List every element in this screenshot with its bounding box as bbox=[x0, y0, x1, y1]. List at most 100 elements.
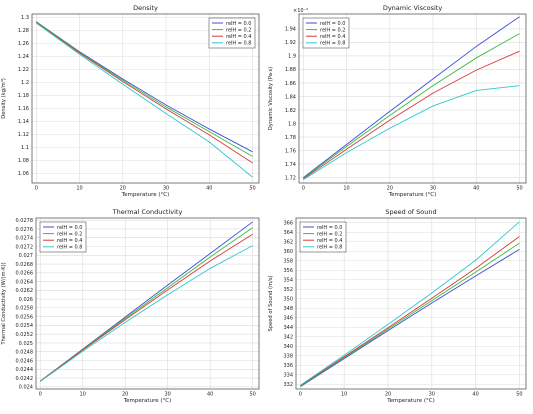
y-tick-label: 0.025 bbox=[19, 341, 33, 347]
y-tick-label: 342 bbox=[283, 335, 293, 341]
y-tick-label: 1.16 bbox=[18, 106, 29, 112]
legend-label: relH = 0.2 bbox=[317, 231, 343, 237]
y-tick-label: 0.0272 bbox=[16, 244, 34, 250]
y-tick-label: 0.024 bbox=[19, 385, 33, 391]
y-tick-label: 0.0244 bbox=[16, 367, 34, 373]
y-tick-label: 0.0278 bbox=[16, 218, 34, 224]
y-tick-label: 360 bbox=[283, 249, 293, 255]
y-tick-label: 1.86 bbox=[285, 81, 296, 87]
x-tick-label: 30 bbox=[163, 186, 169, 192]
y-tick-label: 1.72 bbox=[285, 175, 296, 181]
x-tick-label: 30 bbox=[430, 186, 436, 192]
chart-svg: Thermal Conductivity 0.024 0.0242 0.0244 0.0… bbox=[1, 208, 260, 404]
plot-frame bbox=[295, 217, 527, 390]
y-tick-label: 1.22 bbox=[18, 67, 29, 73]
x-axis-label: Temperature (°C) bbox=[388, 192, 436, 198]
legend-label: relH = 0.0 bbox=[57, 225, 83, 231]
chart-title: Speed of Sound bbox=[385, 208, 436, 216]
y-tick-label: 338 bbox=[283, 354, 293, 360]
y-tick-label: 1.14 bbox=[18, 119, 29, 125]
x-tick-label: 50 bbox=[249, 392, 255, 398]
y-tick-label: 0.0274 bbox=[16, 236, 34, 242]
density-chart-panel: Density 1.06 1.08 1.1 1.12 1.14 1.16 1.18 1.2 1.2… bbox=[0, 0, 266, 205]
series-line bbox=[303, 50, 520, 180]
viscosity-chart-panel: Dynamic Viscosity 1.72 1.74 1.76 1.78 1.8 1.82… bbox=[267, 0, 533, 205]
y-tick-label: 332 bbox=[283, 382, 293, 388]
y-tick-label: 344 bbox=[283, 325, 293, 331]
x-tick-label: 0 bbox=[299, 392, 302, 398]
chart-title: Dynamic Viscosity bbox=[383, 4, 443, 12]
y-tick-label: 0.0258 bbox=[16, 306, 34, 312]
series-line bbox=[300, 242, 520, 387]
y-tick-label: 0.0252 bbox=[16, 332, 34, 338]
y-tick-label: 340 bbox=[283, 344, 293, 350]
legend-label: relH = 0.8 bbox=[226, 41, 252, 47]
legend-label: relH = 0.0 bbox=[320, 21, 346, 27]
chart-svg: Dynamic Viscosity 1.72 1.74 1.76 1.78 1.8 1.82… bbox=[268, 4, 527, 198]
y-tick-label: 1.12 bbox=[18, 132, 29, 138]
series-line bbox=[300, 221, 520, 386]
legend-label: relH = 0.4 bbox=[226, 34, 252, 40]
x-tick-label: 40 bbox=[473, 186, 479, 192]
chart-title: Density bbox=[133, 4, 158, 12]
x-tick-label: 50 bbox=[249, 186, 255, 192]
series-line bbox=[303, 16, 520, 178]
y-axis-label: Speed of Sound (m/s) bbox=[268, 275, 274, 331]
y-tick-label: 362 bbox=[283, 240, 293, 246]
y-tick-label: 1.92 bbox=[285, 40, 296, 46]
x-tick-label: 50 bbox=[516, 392, 522, 398]
chart-svg: Density 1.06 1.08 1.1 1.12 1.14 1.16 1.18 1.2 1.2… bbox=[1, 4, 260, 198]
x-tick-label: 0 bbox=[39, 392, 42, 398]
y-tick-label: 1.26 bbox=[18, 41, 29, 47]
legend-label: relH = 0.4 bbox=[317, 238, 343, 244]
x-tick-label: 40 bbox=[207, 392, 213, 398]
legend-label: relH = 0.4 bbox=[57, 238, 83, 244]
y-tick-label: 1.82 bbox=[285, 108, 296, 114]
y-tick-label: 0.0268 bbox=[16, 262, 34, 268]
y-tick-label: 1.94 bbox=[285, 27, 296, 33]
y-axis-multiplier: ×10⁻⁵ bbox=[293, 8, 308, 14]
y-tick-label: 356 bbox=[283, 268, 293, 274]
x-tick-label: 20 bbox=[122, 392, 128, 398]
y-tick-label: 0.0266 bbox=[16, 271, 34, 277]
y-tick-label: 354 bbox=[283, 278, 293, 284]
legend-label: relH = 0.8 bbox=[317, 245, 343, 251]
y-tick-label: 1.84 bbox=[285, 94, 296, 100]
series-line bbox=[303, 85, 520, 181]
y-tick-label: 350 bbox=[283, 297, 293, 303]
series-line bbox=[36, 22, 253, 164]
x-tick-label: 10 bbox=[76, 186, 82, 192]
y-tick-label: 0.0246 bbox=[16, 358, 34, 364]
series-line bbox=[36, 21, 253, 157]
y-tick-label: 1.18 bbox=[18, 93, 29, 99]
plot-frame bbox=[35, 217, 260, 390]
y-tick-label: 0.0276 bbox=[16, 227, 34, 233]
y-tick-label: 334 bbox=[283, 373, 293, 379]
y-tick-label: 358 bbox=[283, 259, 293, 265]
legend-label: relH = 0.2 bbox=[226, 27, 252, 33]
y-tick-label: 346 bbox=[283, 316, 293, 322]
series-line bbox=[300, 236, 520, 387]
y-tick-label: 1.9 bbox=[288, 54, 296, 60]
legend-label: relH = 0.4 bbox=[320, 34, 346, 40]
legend-label: relH = 0.2 bbox=[320, 27, 346, 33]
x-tick-label: 10 bbox=[80, 392, 86, 398]
x-axis-label: Temperature (°C) bbox=[121, 192, 169, 198]
x-tick-label: 0 bbox=[35, 186, 38, 192]
x-axis-label: Temperature (°C) bbox=[123, 398, 171, 404]
series-line bbox=[36, 22, 253, 178]
x-tick-label: 20 bbox=[385, 392, 391, 398]
y-tick-label: 364 bbox=[283, 230, 293, 236]
y-tick-label: 1.76 bbox=[285, 148, 296, 154]
plot-frame bbox=[298, 13, 527, 184]
y-axis-label: Thermal Conductivity (W/(m·K)) bbox=[1, 262, 7, 345]
x-tick-label: 40 bbox=[472, 392, 478, 398]
legend-label: relH = 0.0 bbox=[226, 21, 252, 27]
x-tick-label: 10 bbox=[341, 392, 347, 398]
y-tick-label: 1.08 bbox=[18, 158, 29, 164]
y-tick-label: 1.78 bbox=[285, 135, 296, 141]
legend-label: relH = 0.0 bbox=[317, 225, 343, 231]
x-tick-label: 10 bbox=[343, 186, 349, 192]
legend-label: relH = 0.8 bbox=[320, 41, 346, 47]
